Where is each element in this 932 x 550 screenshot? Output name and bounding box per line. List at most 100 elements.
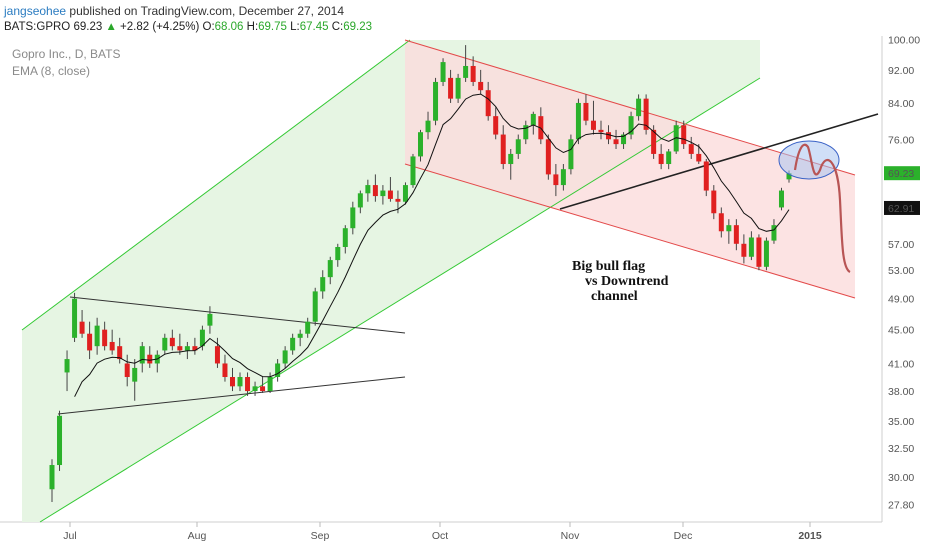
author-link[interactable]: jangseohee: [4, 4, 67, 18]
candle-body: [628, 116, 634, 135]
time-tick-label: 2015: [798, 530, 822, 542]
candle-body: [387, 190, 393, 199]
candle-body: [470, 65, 476, 82]
candle-body: [688, 144, 694, 154]
candle-body: [192, 346, 198, 351]
candle-body: [658, 153, 664, 165]
candle-body: [357, 193, 363, 208]
time-tick-label: Dec: [674, 530, 693, 542]
close-label: C:: [331, 21, 344, 33]
candle-body: [621, 134, 627, 145]
candle-body: [583, 102, 589, 121]
candle-body: [666, 151, 672, 165]
time-tick-label: Oct: [432, 530, 448, 542]
candle-body: [771, 225, 777, 241]
price-tick-label: 41.00: [888, 358, 914, 370]
candle-body: [290, 337, 296, 351]
chart-legend: Gopro Inc., D, BATS EMA (8, close): [12, 46, 120, 80]
candle-body: [425, 120, 431, 133]
candle-body: [741, 243, 747, 257]
candle-body: [64, 359, 70, 373]
candle-body: [478, 81, 484, 91]
price-tick-label: 100.00: [888, 35, 920, 47]
candle-body: [305, 321, 311, 334]
quote-line: BATS:GPRO 69.23 ▲ +2.82 (+4.25%) O:68.06…: [4, 19, 372, 35]
candle-body: [463, 65, 469, 78]
time-tick-label: Jul: [63, 530, 76, 542]
high-label: H:: [246, 21, 259, 33]
candle-body: [350, 207, 356, 229]
candle-body: [643, 98, 649, 130]
candle-body: [252, 386, 258, 392]
candle-body: [673, 125, 679, 152]
price-tick-label: 84.00: [888, 98, 914, 110]
open-value: 68.06: [214, 21, 244, 33]
candle-body: [718, 213, 724, 232]
candle-body: [530, 113, 536, 126]
candle-body: [79, 321, 85, 334]
price-tick-label: 27.80: [888, 500, 914, 512]
candle-body: [87, 333, 93, 351]
candle-body: [455, 77, 461, 99]
price-tick-label: 32.50: [888, 443, 914, 455]
candle-body: [162, 337, 168, 351]
price-tick-label: 45.00: [888, 325, 914, 337]
candle-body: [342, 228, 348, 247]
annotation-line-2: vs Downtrend: [585, 274, 669, 289]
uptrend-lower-line: [39, 77, 761, 523]
candle-body: [372, 185, 378, 197]
series-title[interactable]: Gopro Inc., D, BATS: [12, 47, 121, 61]
candle-body: [177, 346, 183, 351]
downtrend-lower-line: [404, 163, 856, 299]
price-tick-label: 76.00: [888, 134, 914, 146]
candlestick-series: [49, 45, 792, 503]
candle-body: [275, 363, 281, 378]
candle-body: [786, 173, 792, 180]
time-tick-label: Sep: [311, 530, 330, 542]
candle-body: [109, 341, 115, 351]
candle-body: [568, 139, 574, 170]
time-tick-label: Aug: [188, 530, 207, 542]
candle-body: [260, 386, 266, 392]
candle-body: [726, 225, 732, 232]
candle-body: [117, 346, 123, 360]
up-arrow-icon: ▲: [105, 21, 117, 33]
candle-body: [395, 198, 401, 202]
candle-body: [207, 313, 213, 326]
flag-breakout-line: [559, 113, 879, 210]
publish-info: published on TradingView.com, December 2…: [69, 4, 345, 18]
downtrend-channel-fill: [405, 40, 855, 298]
time-axis: Jul Aug Sep Oct Nov Dec 2015: [63, 522, 822, 542]
candle-body: [245, 377, 251, 392]
candle-body: [214, 346, 220, 364]
price-axis: 100.00 92.00 84.00 76.00 69.23 62.91 57.00 53.0…: [884, 35, 920, 512]
candle-body: [696, 153, 702, 162]
candle-body: [651, 129, 657, 154]
candle-body: [763, 240, 769, 267]
candle-body: [365, 185, 371, 194]
candle-body: [139, 346, 145, 364]
price-tick-label: 38.00: [888, 386, 914, 398]
candle-body: [380, 190, 386, 197]
candle-body: [590, 120, 596, 130]
price-tick-label: 57.00: [888, 239, 914, 251]
candle-body: [606, 132, 612, 140]
triangle-upper-line: [69, 296, 406, 334]
candle-body: [335, 246, 341, 261]
candle-body: [267, 377, 273, 392]
price-tick-label: 35.00: [888, 416, 914, 428]
candle-body: [756, 237, 762, 267]
price-tick-label: 62.91: [888, 203, 914, 215]
low-label: L:: [290, 21, 300, 33]
candle-body: [297, 333, 303, 338]
candle-body: [545, 139, 551, 175]
candle-body: [560, 169, 566, 186]
candle-body: [418, 132, 423, 157]
candle-body: [523, 125, 529, 140]
candle-body: [598, 129, 604, 133]
candle-body: [72, 298, 78, 338]
indicator-label[interactable]: EMA (8, close): [12, 64, 91, 78]
candle-body: [410, 156, 416, 186]
candle-body: [515, 139, 521, 154]
